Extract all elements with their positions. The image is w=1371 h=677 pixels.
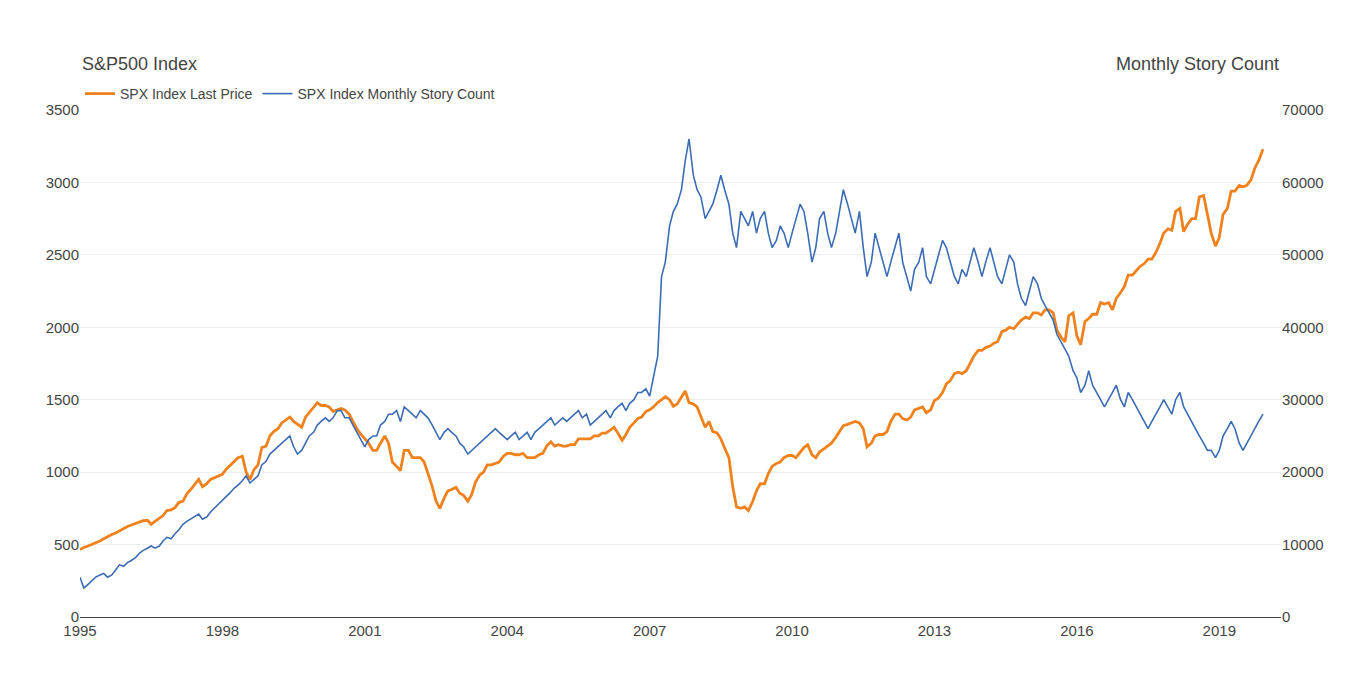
svg-text:2019: 2019	[1203, 622, 1236, 639]
svg-text:2500: 2500	[46, 246, 79, 263]
svg-text:60000: 60000	[1282, 174, 1324, 191]
svg-text:40000: 40000	[1282, 319, 1324, 336]
svg-text:S&P500 Index: S&P500 Index	[82, 54, 197, 74]
svg-text:2000: 2000	[46, 319, 79, 336]
svg-text:1500: 1500	[46, 391, 79, 408]
svg-text:2004: 2004	[491, 622, 524, 639]
svg-text:2013: 2013	[918, 622, 951, 639]
svg-text:2007: 2007	[633, 622, 666, 639]
svg-text:30000: 30000	[1282, 391, 1324, 408]
svg-text:0: 0	[1282, 608, 1290, 625]
svg-text:20000: 20000	[1282, 463, 1324, 480]
svg-text:3000: 3000	[46, 174, 79, 191]
svg-text:SPX Index Last Price: SPX Index Last Price	[120, 86, 253, 102]
svg-text:1000: 1000	[46, 463, 79, 480]
svg-text:3500: 3500	[46, 101, 79, 118]
svg-text:10000: 10000	[1282, 536, 1324, 553]
svg-text:500: 500	[54, 536, 79, 553]
svg-text:50000: 50000	[1282, 246, 1324, 263]
svg-text:1998: 1998	[206, 622, 239, 639]
svg-text:2016: 2016	[1060, 622, 1093, 639]
svg-text:2001: 2001	[348, 622, 381, 639]
svg-text:70000: 70000	[1282, 101, 1324, 118]
svg-text:2010: 2010	[775, 622, 808, 639]
svg-text:Monthly Story Count: Monthly Story Count	[1116, 54, 1279, 74]
svg-text:0: 0	[71, 608, 79, 625]
svg-text:SPX Index Monthly Story Count: SPX Index Monthly Story Count	[298, 86, 495, 102]
svg-text:1995: 1995	[63, 622, 96, 639]
